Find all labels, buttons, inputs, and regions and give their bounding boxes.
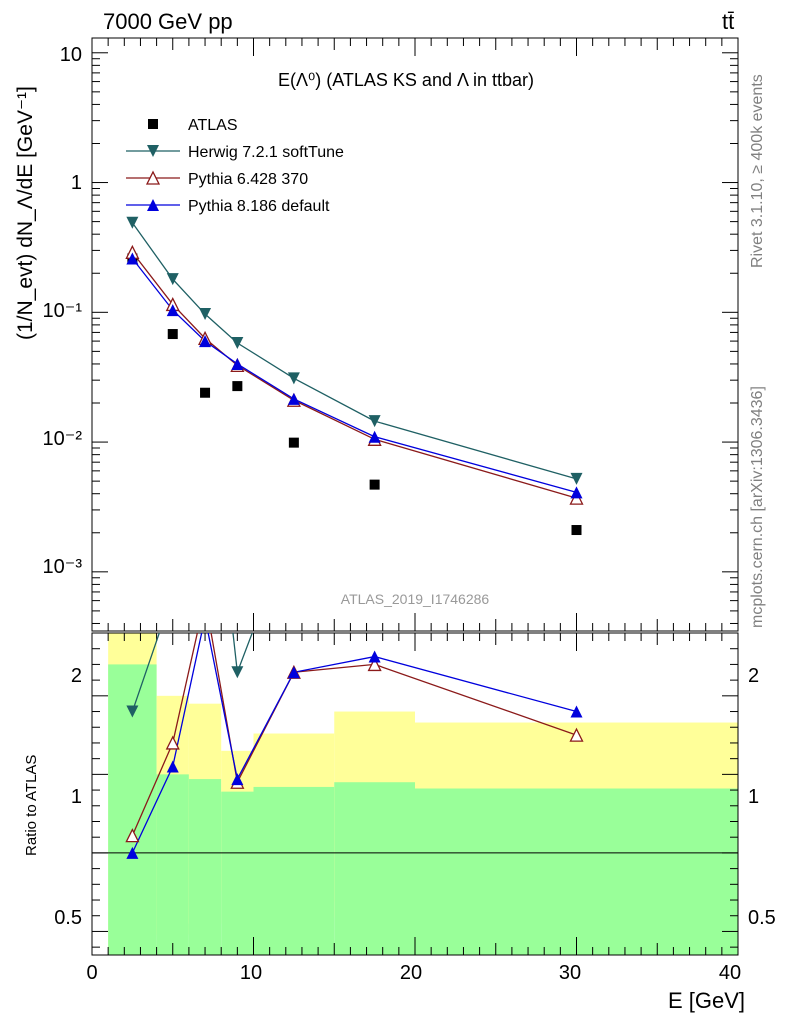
pythia-8-186-default-ratio-point [166, 760, 179, 773]
herwig-7-2-1-softtune-point [570, 472, 583, 485]
atlas-point [167, 329, 178, 340]
pythia-8-186-default-point [166, 304, 179, 317]
herwig-7-2-1-softtune-point [287, 372, 300, 385]
pythia-6-428-370-ratio-point [569, 727, 584, 742]
atlas-point [369, 479, 380, 490]
herwig-7-2-1-softtune-ratio-point [369, 517, 381, 529]
pythia-8-186-default-point [231, 357, 244, 370]
pythia-8-186-default-ratio-point [368, 650, 381, 663]
green-band-bin [188, 779, 222, 955]
pythia-8-186-default-line [131, 258, 577, 493]
herwig-7-2-1-softtune-ratio-line [131, 633, 253, 712]
main-series [125, 216, 584, 536]
herwig-7-2-1-softtune-line [131, 222, 577, 480]
pythia-8-186-default-point [126, 252, 139, 265]
herwig-7-2-1-softtune-point [368, 415, 381, 428]
legend-marker-atlas [148, 119, 158, 129]
pythia-6-428-370-line [131, 251, 577, 499]
ytick-label-0.1: 10⁻¹ [43, 300, 83, 322]
pythia-8-186-default-point [368, 430, 381, 443]
pythia-8-186-default-point [199, 335, 212, 348]
pythia-8-186-default-ratio-point [231, 773, 244, 786]
rivet-label: Rivet 3.1.10, ≥ 400k events [749, 74, 766, 268]
atlas-point [232, 381, 243, 392]
legend-marker-pythia-8-186-default [147, 199, 159, 211]
ytick-label-0.001: 10⁻³ [43, 556, 83, 578]
legend-label-pythia-8-186-default: Pythia 8.186 default [188, 198, 330, 215]
pythia-6-428-370-ratio-point [165, 735, 180, 750]
header-final-state: tt̄ [722, 9, 734, 34]
atlas-point [571, 525, 582, 536]
ratio-ytick-label-left-0.5: 0.5 [54, 907, 82, 929]
plot-title: E(Λ⁰) (ATLAS KS and Λ in ttbar) [278, 70, 534, 90]
x-ticks [91, 38, 739, 955]
mcplots-label: mcplots.cern.ch [arXiv:1306.3436] [749, 386, 766, 628]
ratio-ytick-label-right-0.5: 0.5 [748, 907, 776, 929]
pythia-6-428-370-ratio-point [125, 828, 140, 843]
pythia-8-186-default-ratio-point [126, 846, 139, 859]
herwig-7-2-1-softtune-ratio-point [126, 705, 139, 718]
legend-label-atlas: ATLAS [188, 117, 238, 134]
legend-marker-pythia-6-428-370 [145, 170, 161, 185]
ytick-label-1: 1 [71, 172, 82, 194]
herwig-7-2-1-softtune-point [126, 216, 139, 229]
analysis-watermark: ATLAS_2019_I1746286 [341, 591, 490, 607]
herwig-7-2-1-softtune-point [231, 337, 244, 350]
herwig-7-2-1-softtune-ratio-point [288, 517, 300, 529]
herwig-7-2-1-softtune-point [199, 308, 212, 321]
legend: ATLAS Herwig 7.2.1 softTune Pythia 6.428 3… [126, 117, 344, 215]
ratio-series [125, 376, 584, 859]
ratio-ytick-label-right-1: 1 [748, 786, 759, 808]
ytick-label-10: 10 [60, 44, 82, 66]
ratio-ytick-label-left-2: 2 [71, 665, 82, 687]
pythia-8-186-default-ratio-point [570, 705, 583, 718]
ratio-ylabel: Ratio to ATLAS [23, 755, 40, 856]
herwig-7-2-1-softtune-ratio-point [167, 588, 179, 600]
green-band-bin [415, 788, 738, 955]
atlas-point [288, 437, 299, 448]
xtick-label-40: 40 [719, 962, 741, 984]
pythia-8-186-default-ratio-point [287, 666, 300, 679]
legend-label-pythia-6-428-370: Pythia 6.428 370 [188, 171, 308, 188]
herwig-7-2-1-softtune-point [166, 273, 179, 286]
ratio-ytick-label-right-2: 2 [748, 665, 759, 687]
xtick-label-0: 0 [86, 962, 97, 984]
green-band-bin [253, 786, 335, 955]
legend-marker-herwig-7-2-1-softtune [147, 145, 159, 157]
header-process: 7000 GeV pp [103, 9, 233, 34]
xtick-label-20: 20 [400, 962, 422, 984]
pythia-6-428-370-ratio-point [367, 656, 382, 672]
ytick-label-0.01: 10⁻² [43, 428, 83, 450]
ratio-uncertainty-bands [92, 633, 738, 955]
xtick-label-10: 10 [240, 962, 262, 984]
green-band-bin [334, 782, 415, 955]
xtick-label-30: 30 [559, 962, 581, 984]
ratio-ytick-label-left-1: 1 [71, 786, 82, 808]
legend-label-herwig-7-2-1-softtune: Herwig 7.2.1 softTune [188, 144, 344, 161]
main-ylabel: (1/N_evt) dN_Λ/dE [GeV⁻¹] [14, 86, 37, 340]
ratio-y-ticks [92, 648, 738, 948]
pythia-6-428-370-ratio-point [199, 592, 211, 604]
x-axis-label: E [GeV] [668, 988, 745, 1013]
green-band-bin [221, 791, 254, 955]
pythia-8-186-default-ratio-point [199, 611, 211, 623]
atlas-point [200, 387, 211, 398]
green-band-bin [156, 774, 189, 955]
main-y-ticks [92, 52, 738, 624]
pythia-8-186-default-point [570, 486, 583, 499]
herwig-7-2-1-softtune-ratio-point [231, 666, 244, 679]
pythia-8-186-default-point [287, 392, 300, 405]
herwig-7-2-1-softtune-ratio-point [199, 376, 211, 388]
